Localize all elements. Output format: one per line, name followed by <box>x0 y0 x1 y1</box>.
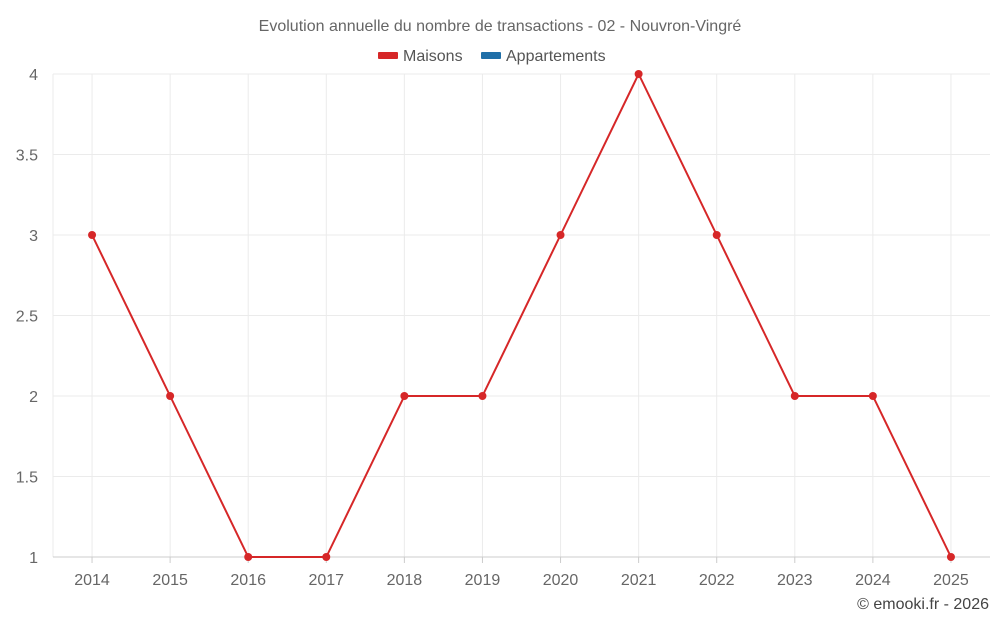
legend-label-appartements: Appartements <box>506 48 606 65</box>
y-tick-label: 1 <box>29 550 38 567</box>
x-tick-label: 2018 <box>387 572 423 589</box>
data-point-2014[interactable] <box>88 231 97 239</box>
legend-item-maisons[interactable]: Maisons <box>378 48 463 65</box>
legend-label-maisons: Maisons <box>403 48 463 65</box>
legend: Maisons Appartements <box>378 48 606 65</box>
y-tick-label: 3 <box>29 228 38 245</box>
series-line-maisons <box>91 73 952 558</box>
data-point-2015[interactable] <box>166 392 175 400</box>
x-axis-ticks: 2014 2015 2016 2017 2018 2019 2020 2021 2022 2023… <box>53 556 990 589</box>
y-tick-label: 4 <box>29 67 38 84</box>
x-tick-label: 2019 <box>465 572 501 589</box>
chart-title: Evolution annuelle du nombre de transact… <box>259 18 742 35</box>
data-point-2024[interactable] <box>868 392 877 400</box>
x-tick-label: 2015 <box>152 572 188 589</box>
x-tick-label: 2017 <box>308 572 344 589</box>
credit-text: © emooki.fr - 2026 <box>857 596 989 613</box>
x-tick-label: 2020 <box>543 572 579 589</box>
x-tick-label: 2014 <box>74 572 110 589</box>
x-tick-label: 2023 <box>777 572 813 589</box>
legend-swatch-maisons <box>378 52 398 59</box>
y-axis-ticks: 1 1.5 2 2.5 3 3.5 4 <box>16 67 38 567</box>
data-point-2020[interactable] <box>556 231 565 239</box>
series-maisons <box>88 70 955 561</box>
x-tick-label: 2024 <box>855 572 891 589</box>
data-point-2017[interactable] <box>322 553 331 561</box>
data-point-2016[interactable] <box>244 553 253 561</box>
legend-item-appartements[interactable]: Appartements <box>481 48 606 65</box>
gridlines <box>52 73 990 557</box>
data-point-2025[interactable] <box>946 553 955 561</box>
data-point-2023[interactable] <box>790 392 799 400</box>
x-tick-label: 2021 <box>621 572 657 589</box>
legend-swatch-appartements <box>481 52 501 59</box>
data-point-2022[interactable] <box>712 231 721 239</box>
x-tick-label: 2025 <box>933 572 969 589</box>
data-point-2021[interactable] <box>634 70 643 78</box>
x-tick-label: 2022 <box>699 572 735 589</box>
x-tick-label: 2016 <box>230 572 266 589</box>
data-point-2018[interactable] <box>400 392 409 400</box>
y-tick-label: 2 <box>29 389 38 406</box>
y-tick-label: 3.5 <box>16 148 38 165</box>
y-tick-label: 1.5 <box>16 470 38 487</box>
y-tick-label: 2.5 <box>16 309 38 326</box>
data-point-2019[interactable] <box>478 392 487 400</box>
